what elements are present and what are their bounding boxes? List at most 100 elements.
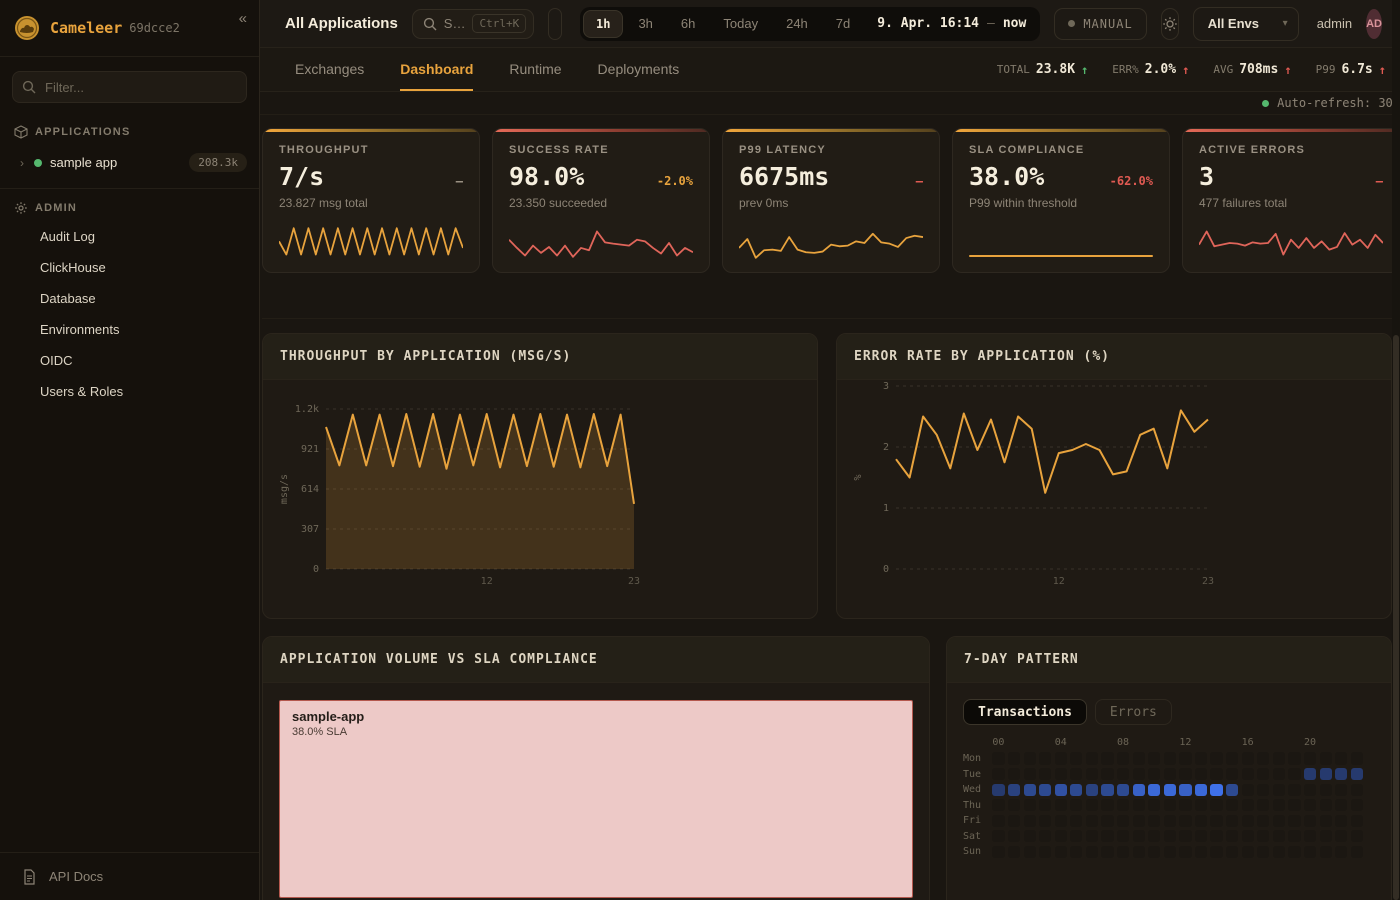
- heatmap-cell: [1241, 783, 1254, 796]
- heatmap-body: Transactions Errors 00 04 08 12 16 20 Mon Tue Wed…: [947, 683, 1391, 859]
- time-range-chips: 1h 3h 6h Today 24h 7d: [583, 9, 863, 38]
- heatmap-cell: [1335, 752, 1348, 765]
- heatmap-cell: [1288, 767, 1301, 781]
- heatmap-cell: [1226, 752, 1239, 765]
- global-search-button[interactable]: S… Ctrl+K: [411, 8, 535, 39]
- heatmap-cell: [1272, 767, 1285, 781]
- stat-value: 2.0%: [1144, 62, 1177, 77]
- heatmap-cell: [992, 845, 1005, 859]
- header-stats: TOTAL 23.8K ↑ ERR% 2.0% ↑ AVG 708ms ↑ P99 6.7s ↑: [997, 48, 1386, 91]
- heatmap-cell: [1288, 799, 1301, 812]
- sidebar-item-api-docs[interactable]: API Docs: [0, 852, 259, 900]
- section-divider: [262, 318, 1400, 319]
- range-chip-24h[interactable]: 24h: [773, 10, 821, 38]
- heatmap-cell: [1085, 814, 1099, 827]
- heatmap-cell: [992, 783, 1005, 796]
- page-scrollbar[interactable]: [1392, 0, 1400, 900]
- heatmap-cell: [1132, 767, 1145, 781]
- range-chip-7d[interactable]: 7d: [823, 10, 863, 38]
- tabs: Exchanges Dashboard Runtime Deployments: [295, 48, 715, 91]
- kpi-delta: -62.0%: [1109, 174, 1153, 188]
- heatmap-cell: [1194, 799, 1208, 812]
- heatmap-cell: [1210, 830, 1223, 843]
- heatmap-cell: [1039, 814, 1052, 827]
- stat-label: TOTAL: [996, 63, 1030, 76]
- kpi-delta: –: [915, 174, 923, 188]
- range-chip-today[interactable]: Today: [710, 10, 771, 38]
- tab-dashboard[interactable]: Dashboard: [400, 48, 474, 91]
- environment-select[interactable]: All Envs ▾: [1192, 6, 1299, 41]
- heatmap-cell: [1210, 783, 1223, 796]
- heatmap-cell: [1101, 783, 1114, 796]
- heatmap-cell: [1257, 814, 1270, 827]
- kpi-delta: –: [455, 174, 463, 188]
- heatmap-cell: [1148, 799, 1161, 812]
- heatmap-day-label: Sat: [963, 830, 982, 842]
- heatmap-cell: [1163, 799, 1176, 812]
- search-shortcut-kbd: Ctrl+K: [472, 14, 527, 33]
- heatmap-cell: [1288, 752, 1301, 765]
- heatmap-cell: [1194, 767, 1208, 781]
- heatmap-cell: [1132, 752, 1145, 765]
- heatmap-cell: [1007, 799, 1021, 812]
- heatmap-cell: [1070, 814, 1083, 827]
- heatmap-cell: [1101, 814, 1114, 827]
- sidebar-collapse-icon[interactable]: «: [238, 10, 247, 27]
- sidebar-item-audit-log[interactable]: Audit Log: [40, 229, 95, 244]
- volume-sla-title: APPLICATION VOLUME VS SLA COMPLIANCE: [263, 637, 929, 683]
- connection-status-button[interactable]: O: [548, 7, 562, 40]
- heatmap-cell: [1303, 783, 1317, 796]
- date-to[interactable]: now: [1002, 16, 1027, 31]
- heatmap-toggle-transactions[interactable]: Transactions: [963, 699, 1087, 725]
- heatmap-cell: [1117, 767, 1130, 781]
- heatmap-cell: [1226, 830, 1239, 843]
- sidebar-item-environments[interactable]: Environments: [40, 322, 120, 337]
- range-chip-1h[interactable]: 1h: [583, 9, 624, 38]
- tab-exchanges[interactable]: Exchanges: [295, 60, 365, 77]
- heatmap-cell: [1257, 767, 1270, 781]
- range-chip-6h[interactable]: 6h: [668, 10, 708, 38]
- range-chip-3h[interactable]: 3h: [625, 10, 665, 38]
- svg-text:23: 23: [1202, 576, 1214, 587]
- applications-section-label: APPLICATIONS: [35, 126, 131, 138]
- heatmap-cell: [1023, 845, 1036, 859]
- heatmap-cell: [1023, 814, 1036, 827]
- heatmap-toggle: Transactions Errors: [963, 699, 1375, 725]
- stat-label: ERR%: [1112, 63, 1139, 76]
- heatmap-cell: [1007, 814, 1021, 827]
- sidebar-item-database[interactable]: Database: [40, 291, 96, 306]
- sla-progress-bar: [969, 255, 1153, 257]
- kpi-subtext: P99 within threshold: [969, 196, 1078, 210]
- sidebar-item-oidc[interactable]: OIDC: [40, 353, 73, 368]
- tab-runtime[interactable]: Runtime: [509, 60, 562, 77]
- bottom-row: APPLICATION VOLUME VS SLA COMPLIANCE sam…: [262, 636, 1400, 900]
- heatmap-cell: [992, 814, 1005, 827]
- heatmap-cell: [1117, 814, 1130, 827]
- heatmap-cell: [992, 752, 1005, 765]
- heatmap-toggle-errors[interactable]: Errors: [1094, 699, 1172, 725]
- scrollbar-thumb[interactable]: [1393, 335, 1399, 900]
- filter-input[interactable]: [12, 71, 247, 103]
- avatar[interactable]: AD: [1366, 8, 1382, 39]
- application-name: sample app: [50, 155, 118, 170]
- sidebar-item-users-roles[interactable]: Users & Roles: [40, 384, 124, 399]
- heatmap-cell: [1148, 767, 1161, 781]
- heatmap-cell: [1335, 814, 1348, 827]
- heatmap-cell: [1210, 814, 1223, 827]
- theme-toggle-button[interactable]: [1160, 7, 1179, 40]
- sidebar-item-sample-app[interactable]: › sample app 208.3k: [20, 153, 247, 172]
- expand-chevron-icon[interactable]: ›: [20, 155, 24, 170]
- treemap-cell-sample-app[interactable]: sample-app 38.0% SLA: [279, 700, 913, 898]
- sidebar-item-clickhouse[interactable]: ClickHouse: [40, 260, 106, 275]
- environment-selected-value: All Envs: [1207, 16, 1259, 31]
- heatmap-cell: [1070, 830, 1083, 843]
- tab-deployments[interactable]: Deployments: [597, 60, 680, 77]
- svg-text:921: 921: [301, 444, 319, 455]
- admin-section-header: ADMIN: [0, 201, 259, 215]
- heatmap-cell: [1288, 830, 1301, 843]
- manual-mode-button[interactable]: MANUAL: [1054, 7, 1147, 40]
- heatmap-cell: [1023, 752, 1036, 765]
- kpi-inner: SLA COMPLIANCE 38.0% -62.0% P99 within thre…: [953, 132, 1169, 272]
- heatmap-cell: [1350, 814, 1363, 827]
- svg-text:614: 614: [301, 484, 319, 495]
